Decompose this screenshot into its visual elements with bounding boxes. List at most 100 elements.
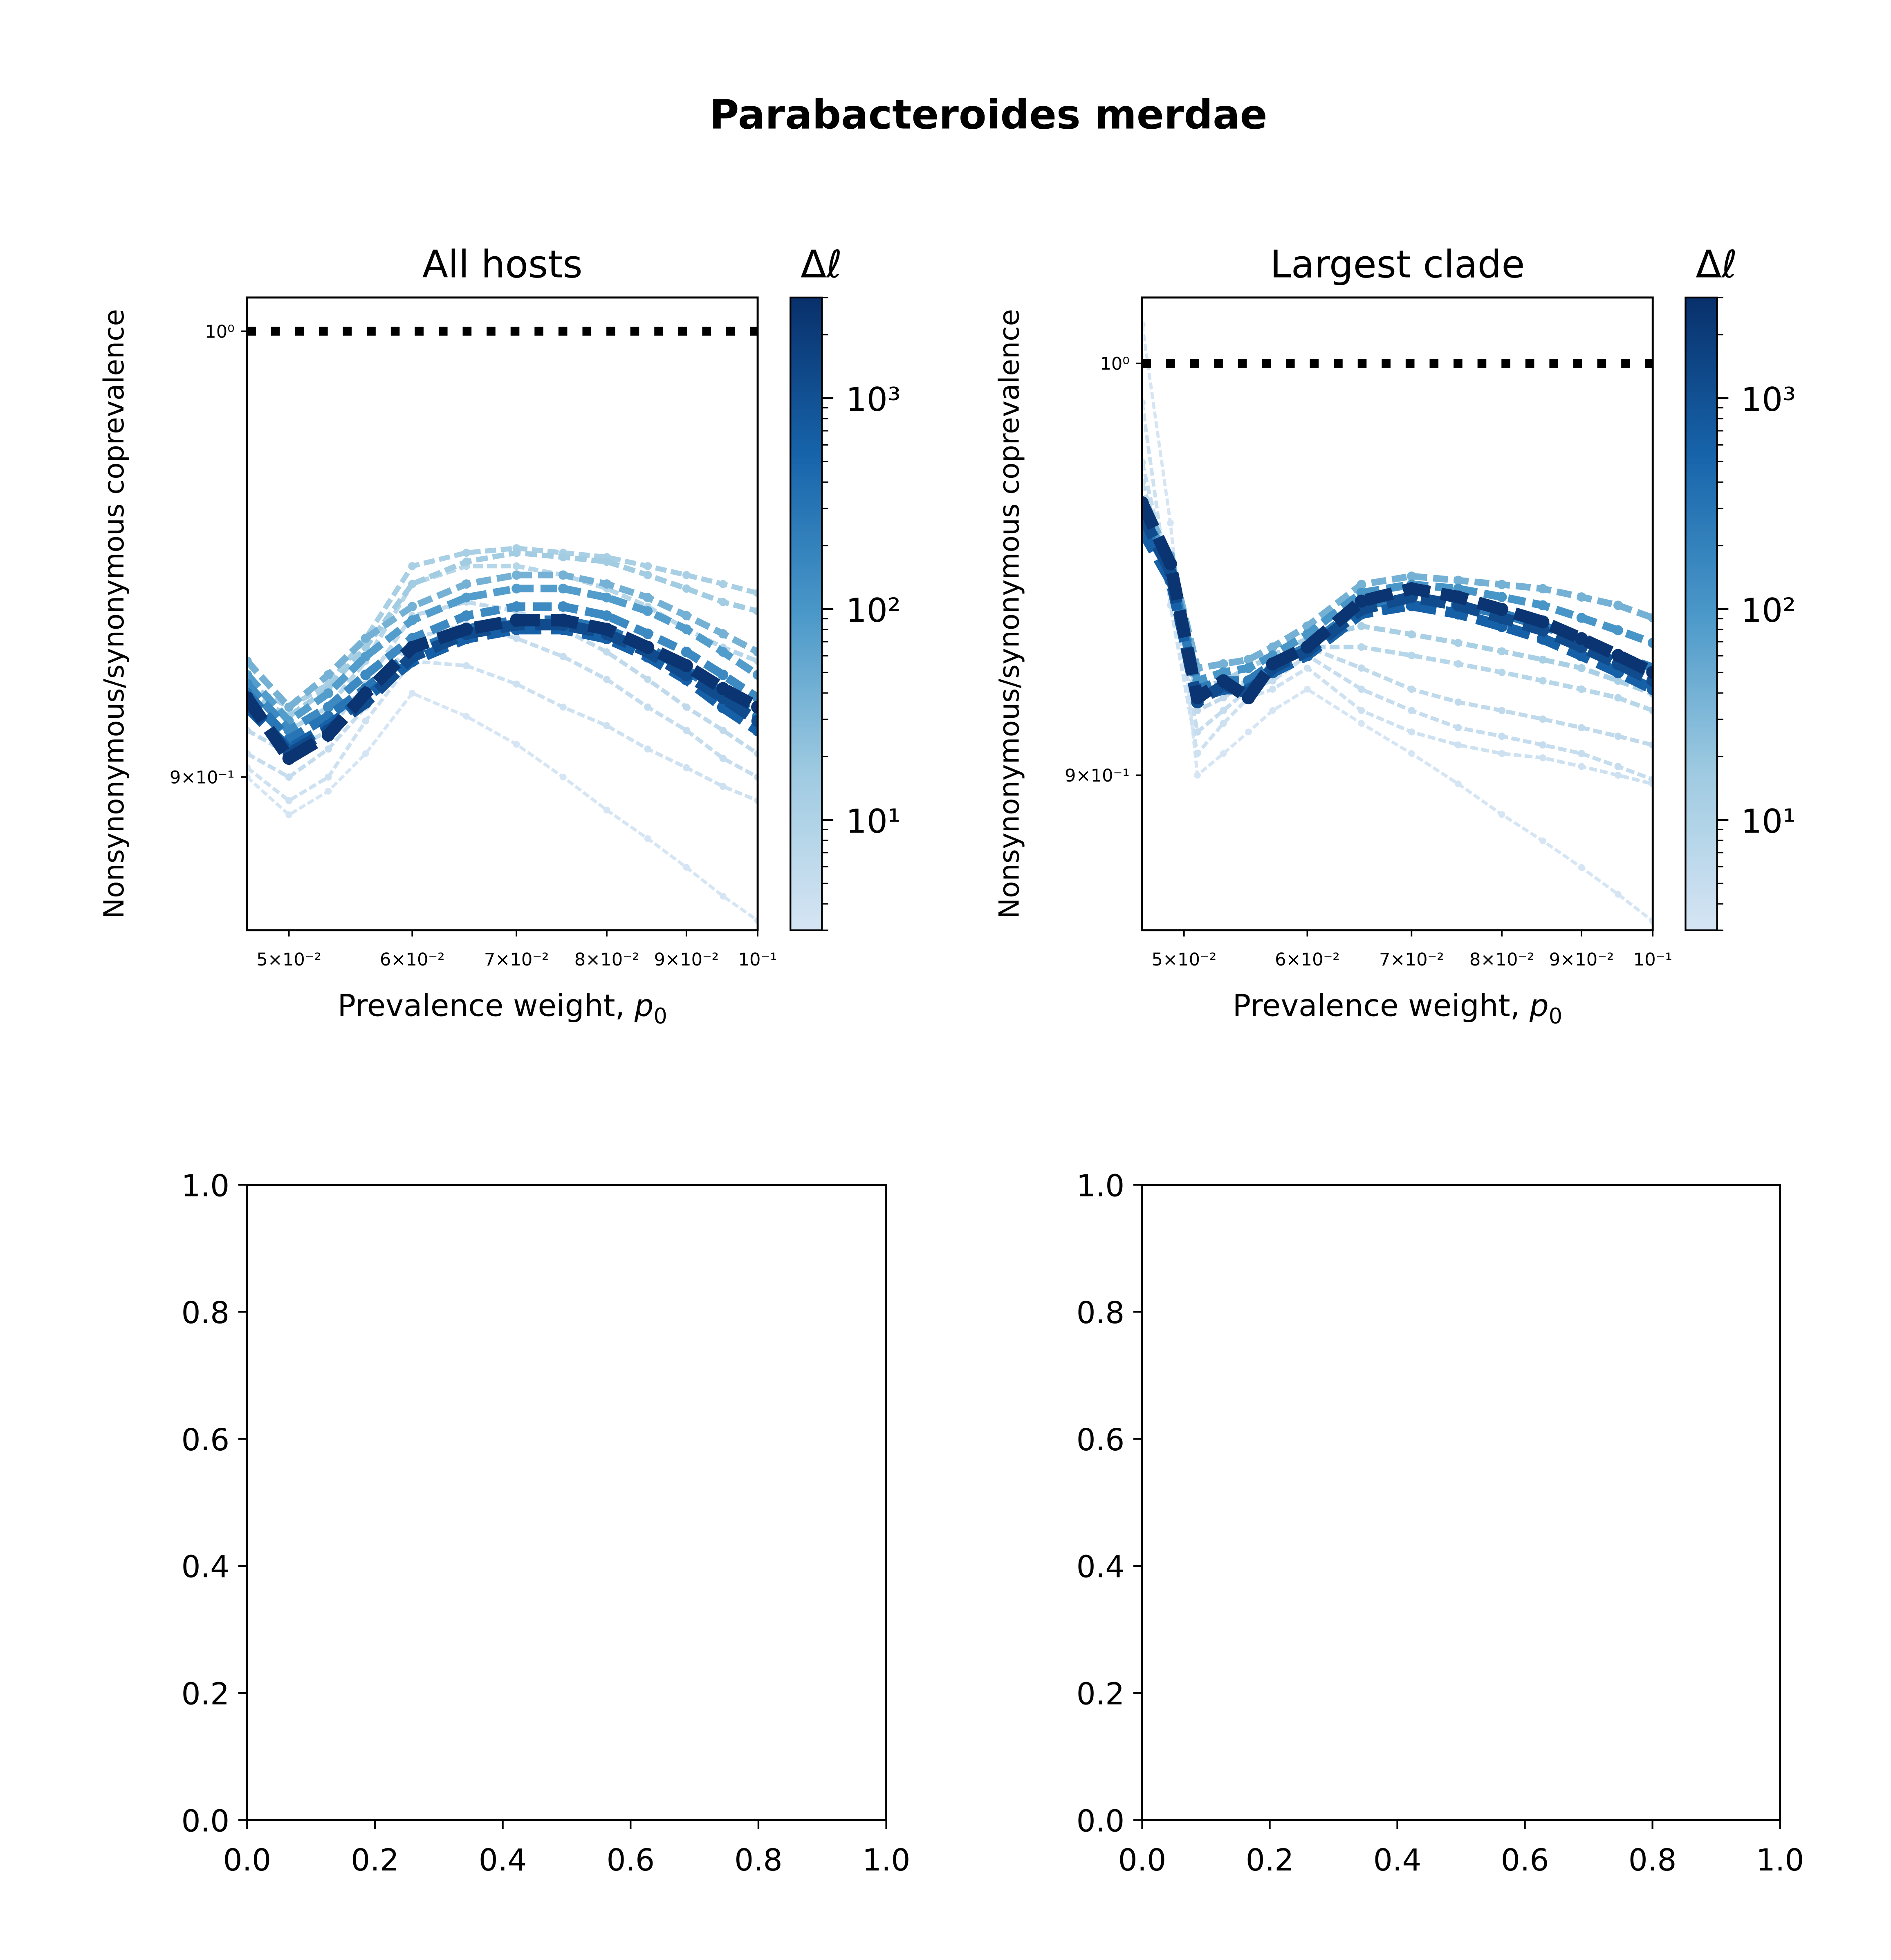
series-point	[1301, 640, 1314, 654]
series-point	[361, 652, 371, 662]
y-tick-label: 0.6	[181, 1422, 229, 1458]
series-point	[1167, 520, 1174, 526]
series-point	[603, 648, 610, 656]
series-point	[282, 752, 296, 765]
series-point	[718, 647, 728, 657]
series-point	[1575, 632, 1588, 645]
series-point	[1269, 707, 1276, 714]
panel-2: 0.0 0.2 0.4 0.6 0.8 1.0 0.0 0.2 0.4 0.6 0.8 1.0	[181, 1168, 910, 1878]
series-point	[643, 606, 653, 616]
x-tick-label: 9×10⁻²	[654, 950, 719, 970]
series-point	[513, 741, 520, 748]
series-point	[682, 611, 691, 620]
series-point	[1164, 557, 1177, 571]
series-point	[601, 592, 612, 603]
series-point	[1269, 685, 1276, 693]
series-point	[1407, 571, 1416, 581]
series-point	[1454, 698, 1462, 706]
series-point	[641, 641, 655, 654]
series-point	[323, 688, 333, 699]
series-point	[719, 598, 727, 606]
series-point	[512, 549, 521, 557]
series-point	[719, 580, 727, 588]
series-point	[1647, 638, 1653, 648]
x-tick-label: 5×10⁻²	[1152, 950, 1217, 970]
x-tick-label: 7×10⁻²	[484, 950, 549, 970]
series-point	[512, 562, 520, 570]
series-point	[1408, 750, 1415, 757]
colorbar-tick-label: 10¹	[1741, 802, 1796, 840]
figure-title: Parabacteroides merdae	[709, 92, 1267, 139]
series-point	[719, 893, 727, 900]
series-point	[718, 629, 728, 638]
y-tick-label: 0.6	[1077, 1422, 1125, 1458]
series-point	[1266, 657, 1279, 671]
x-tick-label: 1.0	[1756, 1843, 1804, 1878]
series-point	[1536, 615, 1550, 629]
x-tick-label: 0.4	[1373, 1843, 1422, 1878]
series-point	[559, 653, 567, 661]
series-point	[1495, 603, 1509, 616]
series-point	[1408, 728, 1415, 736]
series-point	[460, 623, 473, 636]
plot-area	[1142, 321, 1653, 925]
panel-title: Largest clade	[1270, 242, 1525, 287]
series-point	[247, 691, 254, 705]
series-point	[716, 682, 730, 695]
series-point	[602, 557, 611, 566]
series-point	[1454, 660, 1462, 668]
axes-frame	[246, 1184, 888, 1821]
series-point	[1614, 763, 1622, 771]
series-point	[1539, 754, 1547, 762]
x-tick-label: 0.0	[1118, 1843, 1166, 1878]
series-point	[247, 670, 252, 680]
y-tick-label: 0.2	[181, 1676, 229, 1711]
series-point	[1355, 594, 1368, 608]
series-line	[1142, 500, 1653, 704]
series-point	[406, 641, 419, 654]
series-point	[285, 811, 293, 818]
series-point	[600, 623, 614, 636]
x-tick-label: 10⁻¹	[738, 950, 777, 970]
series-point	[680, 668, 693, 681]
series-point	[463, 713, 470, 720]
series-point	[1577, 685, 1586, 693]
y-axis-label: Nonsynonymous/synonymous coprevalence	[993, 309, 1025, 919]
series-point	[1357, 643, 1365, 651]
series-point	[1454, 576, 1463, 585]
series-point	[560, 773, 567, 781]
series-point	[644, 745, 651, 753]
series-point	[462, 579, 471, 589]
x-tick-label: 9×10⁻²	[1549, 950, 1614, 970]
x-tick-label: 0.2	[351, 1843, 399, 1878]
series-point	[558, 570, 568, 580]
series-point	[603, 806, 610, 814]
series-point	[1455, 780, 1462, 788]
series-point	[1405, 582, 1418, 596]
series-point	[1578, 750, 1585, 757]
series-point	[1648, 613, 1653, 623]
series-point	[1498, 668, 1506, 676]
series-point	[644, 571, 652, 580]
series-point	[462, 549, 471, 557]
colorbar-tick-label: 10³	[846, 381, 901, 419]
series-point	[285, 797, 293, 804]
axes-frame	[1141, 296, 1654, 932]
series-point	[753, 647, 758, 657]
colorbar-tick-label: 10¹	[846, 802, 901, 840]
series-point	[513, 634, 520, 642]
series-point	[1357, 580, 1366, 589]
series-point	[1193, 707, 1201, 715]
x-axis-label: Prevalence weight, p0	[1233, 988, 1562, 1029]
series-point	[1269, 677, 1276, 685]
series-point	[1498, 732, 1506, 740]
x-tick-label: 6×10⁻²	[1275, 950, 1340, 970]
x-axis-label-symbol: p	[634, 988, 654, 1023]
colorbar-tick-label: 10²	[1741, 591, 1796, 629]
x-tick-label: 0.6	[1501, 1843, 1549, 1878]
series-point	[1577, 592, 1586, 602]
x-axis-label-subscript: 0	[1549, 1004, 1562, 1029]
series-point	[719, 755, 727, 762]
series-point	[1538, 600, 1548, 611]
series-point	[556, 614, 570, 627]
